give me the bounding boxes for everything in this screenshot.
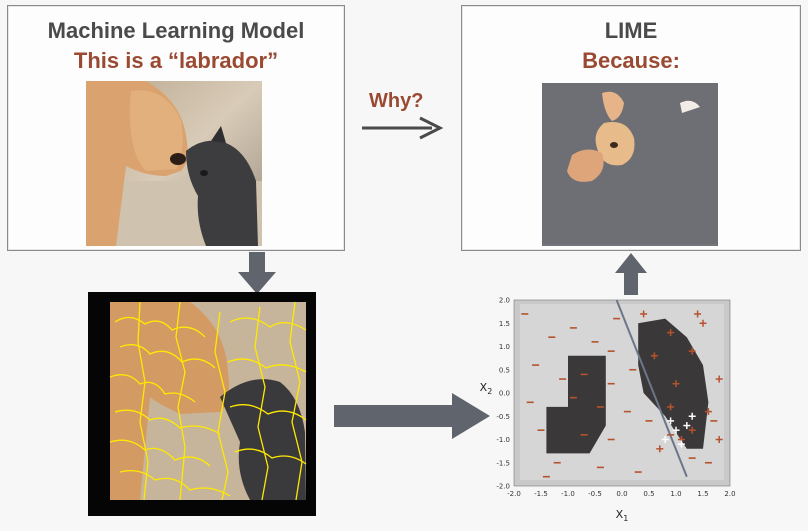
point-positive-highlight bbox=[683, 422, 691, 430]
x-tick-label: 1.0 bbox=[670, 490, 681, 498]
point-positive bbox=[672, 380, 680, 388]
model-prediction: This is a “labrador” bbox=[73, 48, 279, 73]
dog-and-cat-photo-icon bbox=[86, 81, 262, 246]
right-arrow-icon bbox=[334, 393, 490, 439]
point-positive-highlight bbox=[661, 436, 669, 443]
y-tick-label: 1.5 bbox=[499, 320, 510, 328]
point-positive bbox=[667, 403, 675, 411]
point-positive bbox=[688, 347, 696, 355]
y-axis-label: X2 bbox=[480, 381, 493, 396]
point-positive-highlight bbox=[672, 426, 680, 434]
y-tick-label: 2.0 bbox=[499, 297, 510, 305]
point-positive bbox=[650, 352, 658, 360]
y-tick-label: -2.0 bbox=[496, 483, 510, 491]
point-positive bbox=[667, 329, 675, 337]
why-arrow-icon bbox=[362, 116, 444, 140]
y-tick-label: 1.0 bbox=[499, 343, 510, 351]
down-arrow-icon bbox=[238, 252, 276, 294]
point-positive bbox=[640, 310, 648, 318]
point-positive bbox=[694, 310, 702, 318]
y-tick-label: -1.0 bbox=[496, 436, 510, 444]
point-positive bbox=[715, 375, 723, 383]
lime-because: Because: bbox=[582, 48, 680, 73]
model-title: Machine Learning Model bbox=[47, 18, 305, 43]
point-positive bbox=[699, 319, 707, 327]
y-tick-label: -1.5 bbox=[496, 459, 510, 467]
x-tick-label: -0.5 bbox=[588, 490, 602, 498]
lime-scatter-chart: -2.0 -1.5 -1.0 -0.5 0.0 0.5 1.0 1.5 2.0 2.0 1.5 1.0… bbox=[480, 297, 736, 524]
x-tick-label: 0.5 bbox=[643, 490, 654, 498]
x-axis-label: X1 bbox=[616, 508, 629, 523]
lime-title: LIME bbox=[604, 18, 658, 43]
x-tick-label: -1.5 bbox=[534, 490, 548, 498]
x-tick-label: -1.0 bbox=[561, 490, 575, 498]
up-arrow-icon bbox=[615, 253, 647, 295]
model-panel: Machine Learning Model This is a “labrad… bbox=[7, 5, 345, 251]
x-tick-label: 1.5 bbox=[697, 490, 708, 498]
point-positive bbox=[688, 426, 696, 434]
point-positive bbox=[704, 408, 712, 416]
point-positive bbox=[715, 436, 723, 443]
x-tick-label: -2.0 bbox=[507, 490, 521, 498]
why-label: Why? bbox=[369, 90, 424, 112]
superpixel-segmentation-photo-icon bbox=[88, 292, 316, 516]
lime-panel: LIME Because: bbox=[461, 5, 801, 251]
masked-explanation-photo-icon bbox=[542, 83, 718, 246]
x-tick-label: 0.0 bbox=[616, 490, 627, 498]
point-positive-highlight bbox=[667, 417, 675, 425]
y-tick-label: 0.0 bbox=[499, 390, 510, 398]
decision-boundary-line bbox=[615, 299, 688, 478]
x-tick-label: 2.0 bbox=[724, 490, 735, 498]
point-positive-highlight bbox=[688, 412, 696, 420]
y-tick-label: -0.5 bbox=[496, 413, 510, 421]
y-tick-label: 0.5 bbox=[499, 366, 510, 374]
point-positive bbox=[656, 445, 664, 453]
region-class-dark-left bbox=[546, 355, 606, 454]
point-positive-highlight bbox=[677, 440, 685, 448]
